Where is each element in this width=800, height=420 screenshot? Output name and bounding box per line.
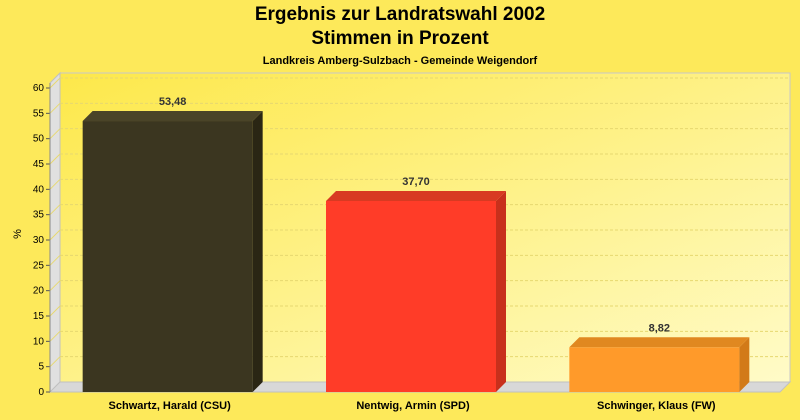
y-tick-label: 30 (33, 235, 45, 246)
gridline-side (49, 102, 61, 114)
chart-subtitle: Landkreis Amberg-Sulzbach - Gemeinde Wei… (262, 55, 538, 67)
y-tick-label: 25 (33, 260, 45, 271)
bar (569, 347, 740, 392)
bar-side (739, 337, 750, 392)
bar-top (326, 190, 506, 201)
y-tick-label: 60 (33, 83, 45, 94)
gridline-side (49, 178, 61, 190)
y-axis-label: % (12, 229, 24, 239)
bar (326, 200, 496, 392)
y-tick-label: 45 (33, 159, 45, 170)
gridline-side (49, 77, 61, 89)
gridline-side (49, 330, 61, 342)
data-label: 8,82 (649, 322, 670, 334)
x-tick-label: Schwinger, Klaus (FW) (597, 400, 716, 412)
data-label: 53,48 (159, 96, 187, 108)
y-tick-label: 55 (33, 108, 45, 119)
y-tick-label: 35 (33, 210, 45, 221)
gridline-side (49, 128, 61, 140)
x-tick-label: Nentwig, Armin (SPD) (356, 400, 470, 412)
gridline-side (49, 204, 61, 216)
chart-title: Ergebnis zur Landratswahl 2002 (254, 4, 546, 25)
gridline-side (49, 229, 61, 241)
y-tick-label: 40 (33, 184, 45, 195)
bar-side (496, 190, 506, 392)
y-tick-label: 15 (33, 311, 45, 322)
y-tick-label: 0 (38, 387, 44, 398)
y-tick-label: 20 (33, 286, 45, 297)
data-label: 37,70 (402, 176, 430, 188)
y-tick-label: 5 (38, 362, 44, 373)
bar-side (252, 111, 263, 392)
gridline-side (49, 356, 61, 368)
gridline-side (49, 254, 61, 266)
y-tick-label: 50 (33, 134, 45, 145)
gridline-side (49, 280, 61, 292)
chart-title-line2: Stimmen in Prozent (311, 28, 489, 49)
bar-top (82, 111, 263, 122)
bar-top (569, 337, 750, 348)
gridline-side (49, 153, 61, 165)
plot-side-wall (49, 71, 61, 394)
bar (82, 121, 253, 392)
x-tick-label: Schwartz, Harald (CSU) (109, 400, 232, 412)
gridline-side (49, 305, 61, 317)
y-tick-label: 10 (33, 336, 45, 347)
